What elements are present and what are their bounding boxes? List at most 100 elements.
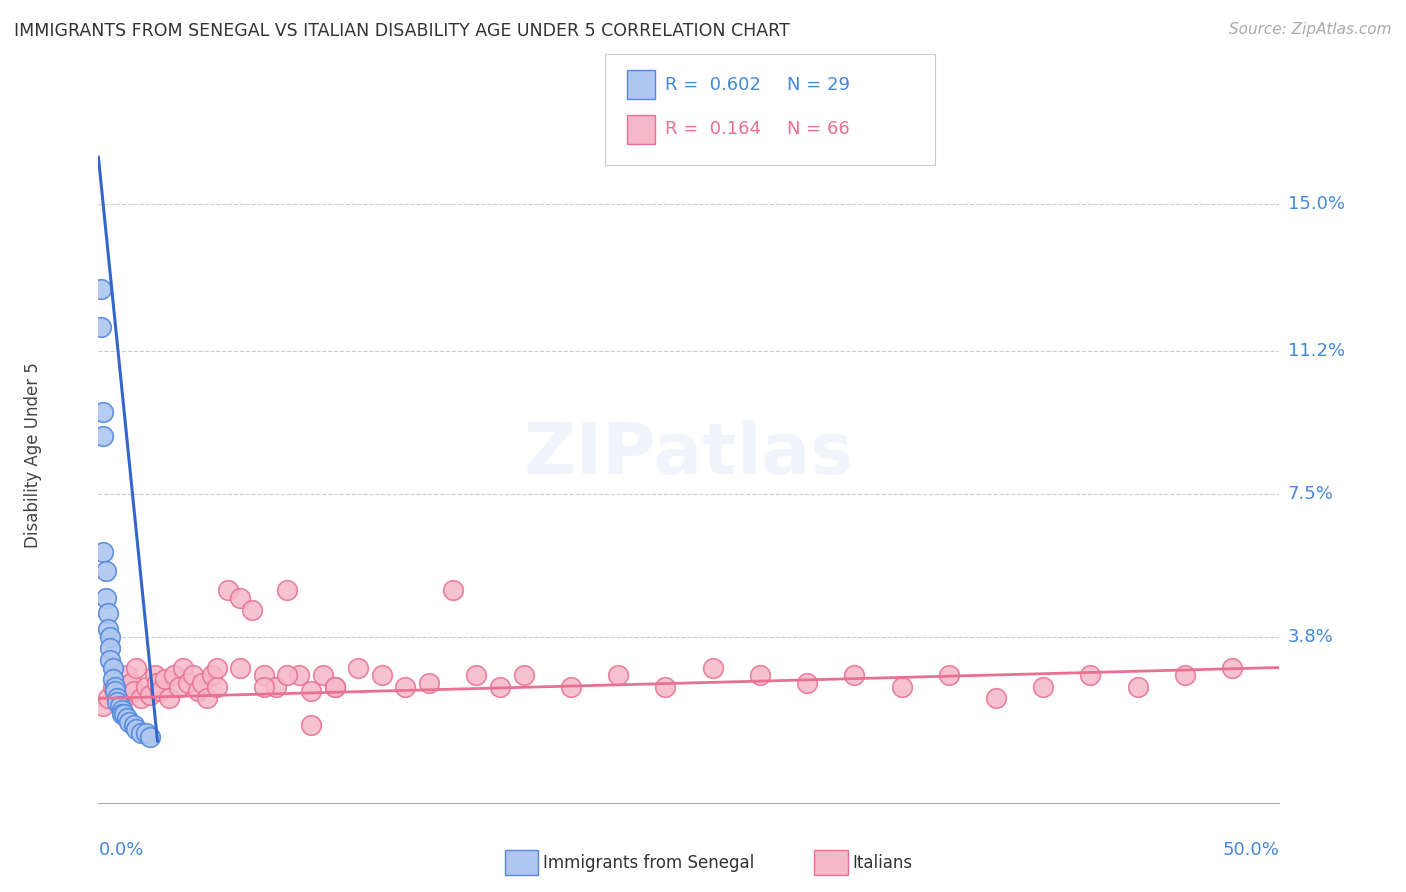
Point — [748, 668, 770, 682]
Point — [607, 668, 630, 682]
Point — [91, 405, 114, 419]
Point — [97, 607, 120, 621]
Point — [94, 591, 117, 605]
Point — [98, 630, 121, 644]
Point — [323, 680, 346, 694]
Point — [229, 591, 252, 605]
Point — [276, 583, 298, 598]
Point — [276, 668, 298, 682]
Point — [1126, 680, 1149, 694]
Point — [163, 668, 186, 682]
Point — [1032, 680, 1054, 694]
Point — [240, 602, 263, 616]
Point — [191, 676, 214, 690]
Text: 11.2%: 11.2% — [1288, 342, 1346, 359]
Point — [312, 668, 335, 682]
Text: 7.5%: 7.5% — [1288, 484, 1334, 502]
Point — [90, 320, 112, 334]
Point — [1080, 668, 1102, 682]
Point — [323, 680, 346, 694]
Point — [702, 660, 724, 674]
Point — [135, 726, 157, 740]
Point — [90, 282, 112, 296]
Point — [153, 672, 176, 686]
Text: Disability Age Under 5: Disability Age Under 5 — [24, 362, 42, 548]
Point — [441, 583, 464, 598]
Point — [125, 723, 148, 737]
Point — [418, 676, 440, 690]
Point — [560, 680, 582, 694]
Point — [253, 668, 276, 682]
Point — [984, 691, 1007, 706]
Point — [394, 680, 416, 694]
Point — [104, 683, 127, 698]
Text: 0.0%: 0.0% — [98, 841, 143, 859]
Point — [97, 691, 120, 706]
Point — [512, 668, 534, 682]
Point — [229, 660, 252, 674]
Point — [101, 680, 124, 694]
Point — [489, 680, 512, 694]
Point — [796, 676, 818, 690]
Point — [371, 668, 394, 682]
Point — [465, 668, 488, 682]
Point — [167, 680, 190, 694]
Point — [288, 668, 311, 682]
Point — [98, 641, 121, 656]
Text: 3.8%: 3.8% — [1288, 628, 1333, 646]
Text: N = 66: N = 66 — [787, 120, 851, 138]
Point — [111, 706, 134, 721]
Point — [105, 695, 128, 709]
Point — [91, 544, 114, 558]
Point — [157, 691, 180, 706]
Point — [890, 680, 912, 694]
Point — [146, 676, 169, 690]
Text: 15.0%: 15.0% — [1288, 194, 1344, 212]
Point — [122, 683, 145, 698]
Point — [187, 683, 209, 698]
Point — [149, 683, 172, 698]
Point — [347, 660, 370, 674]
Point — [177, 676, 200, 690]
Point — [105, 688, 128, 702]
Point — [118, 714, 141, 729]
Point — [201, 668, 224, 682]
Point — [98, 653, 121, 667]
Point — [101, 660, 124, 674]
Text: Immigrants from Senegal: Immigrants from Senegal — [543, 854, 754, 871]
Point — [108, 699, 131, 714]
Point — [299, 718, 322, 732]
Point — [1174, 668, 1197, 682]
Point — [172, 660, 194, 674]
Point — [121, 676, 143, 690]
Text: 50.0%: 50.0% — [1223, 841, 1279, 859]
Text: ZIPatlas: ZIPatlas — [524, 420, 853, 490]
Point — [844, 668, 866, 682]
Point — [101, 672, 124, 686]
Point — [253, 680, 276, 694]
Point — [115, 711, 138, 725]
Point — [299, 683, 322, 698]
Point — [217, 583, 239, 598]
Point — [205, 660, 228, 674]
Text: IMMIGRANTS FROM SENEGAL VS ITALIAN DISABILITY AGE UNDER 5 CORRELATION CHART: IMMIGRANTS FROM SENEGAL VS ITALIAN DISAB… — [14, 22, 790, 40]
Point — [115, 668, 138, 682]
Point — [94, 564, 117, 578]
Point — [111, 703, 134, 717]
Text: N = 29: N = 29 — [787, 76, 851, 94]
Point — [139, 730, 162, 744]
Point — [122, 718, 145, 732]
Point — [105, 691, 128, 706]
Point — [195, 691, 218, 706]
Point — [91, 428, 114, 442]
Text: Italians: Italians — [852, 854, 912, 871]
Text: Source: ZipAtlas.com: Source: ZipAtlas.com — [1229, 22, 1392, 37]
Point — [111, 695, 134, 709]
Point — [97, 622, 120, 636]
Point — [264, 680, 287, 694]
Point — [181, 668, 204, 682]
Point — [205, 680, 228, 694]
Point — [938, 668, 960, 682]
Point — [143, 668, 166, 682]
Point — [112, 706, 135, 721]
